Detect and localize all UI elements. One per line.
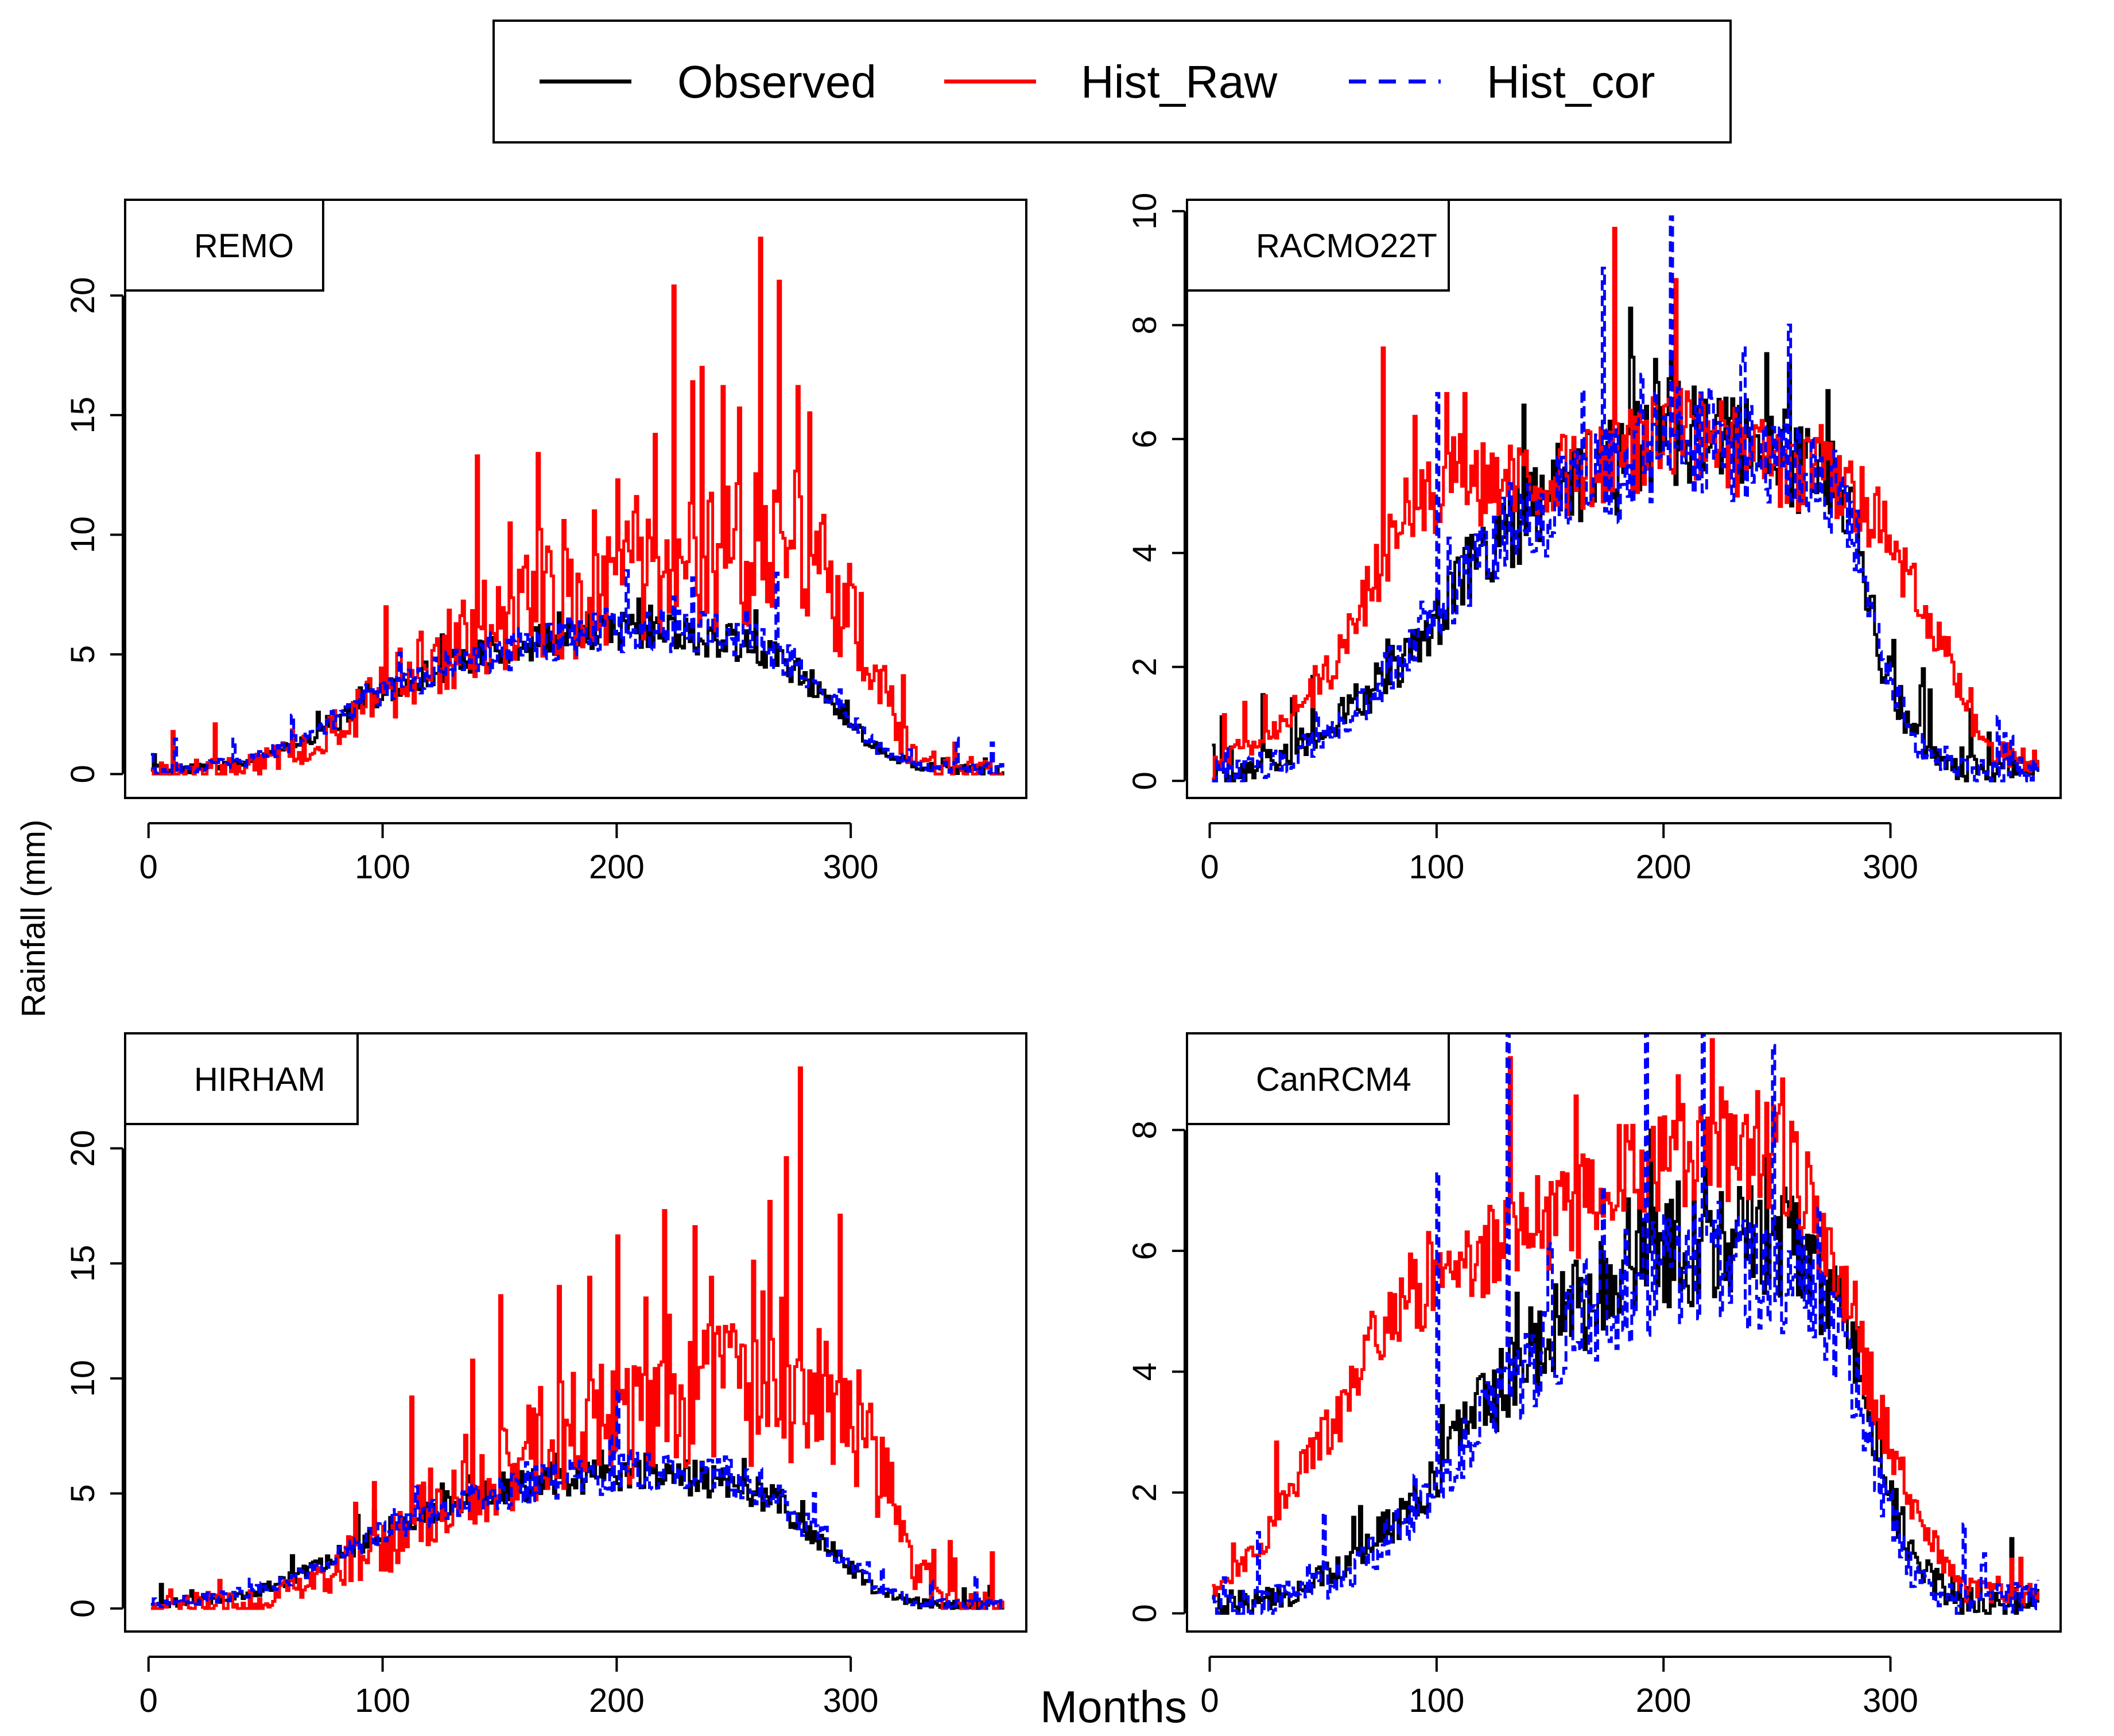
panel-title: HIRHAM <box>194 1061 325 1098</box>
x-tick-label: 100 <box>1409 1682 1464 1719</box>
x-tick-label: 0 <box>139 848 158 886</box>
x-tick-label: 0 <box>1200 848 1219 886</box>
x-tick-label: 200 <box>1636 848 1692 886</box>
y-tick-label: 0 <box>1126 772 1163 790</box>
y-tick-label: 4 <box>1126 544 1163 562</box>
series-line-hist-cor <box>150 1388 1004 1610</box>
y-tick-label: 10 <box>64 1360 102 1397</box>
x-axis-label: Months <box>1040 1681 1187 1732</box>
y-tick-label: 6 <box>1126 1242 1163 1260</box>
y-tick-label: 10 <box>64 516 102 553</box>
series-group <box>150 1066 1004 1610</box>
x-tick-label: 100 <box>355 1682 410 1719</box>
legend-label-hist-cor: Hist_cor <box>1487 56 1655 107</box>
series-line-hist-cor <box>1212 1033 2039 1615</box>
y-tick-label: 0 <box>64 765 102 783</box>
x-tick-label: 200 <box>1636 1682 1692 1719</box>
y-tick-label: 2 <box>1126 658 1163 676</box>
x-tick-label: 0 <box>1200 1682 1219 1719</box>
legend: Observed Hist_Raw Hist_cor <box>492 20 1732 144</box>
y-tick-label: 20 <box>64 277 102 314</box>
y-tick-label: 8 <box>1126 316 1163 334</box>
x-tick-label: 100 <box>1409 848 1464 886</box>
series-line-hist-raw <box>150 237 1003 776</box>
x-tick-label: 0 <box>139 1682 158 1719</box>
series-group <box>150 237 1004 776</box>
panel-canrcm4: CanRCM4 0 100 200 300 0 2 4 6 8 <box>1126 1032 2062 1719</box>
y-axis: 0 5 10 15 20 <box>64 1130 124 1618</box>
y-tick-label: 15 <box>64 397 102 434</box>
y-tick-label: 8 <box>1126 1121 1163 1139</box>
y-tick-label: 0 <box>1126 1604 1163 1622</box>
panel-racmo22t: RACMO22T 0 100 200 300 0 2 4 6 8 10 <box>1126 193 2062 886</box>
panel-title-box <box>1186 199 1450 292</box>
panel-title-box <box>124 199 324 292</box>
y-tick-label: 5 <box>64 645 102 664</box>
y-axis: 0 2 4 6 8 10 <box>1126 193 1186 790</box>
x-axis: 0 100 200 300 <box>1200 822 1918 886</box>
plot-frame <box>124 199 1027 799</box>
plot-frame <box>1186 1032 2062 1633</box>
series-line-hist-cor <box>1212 215 2039 782</box>
panel-title: RACMO22T <box>1256 227 1437 265</box>
panel-title: REMO <box>194 227 294 265</box>
series-line-hist-raw <box>1212 1038 2039 1607</box>
x-tick-label: 300 <box>823 1682 879 1719</box>
legend-label-hist-raw: Hist_Raw <box>1081 56 1278 107</box>
y-axis-label: Rainfall (mm) <box>15 820 52 1018</box>
y-tick-label: 4 <box>1126 1362 1163 1381</box>
panel-remo: REMO 0 100 200 300 0 5 10 15 20 <box>64 199 1027 886</box>
panel-title: CanRCM4 <box>1256 1061 1411 1098</box>
y-tick-label: 2 <box>1126 1483 1163 1502</box>
plot-frame <box>1186 199 2062 799</box>
x-tick-label: 200 <box>589 1682 645 1719</box>
y-tick-label: 5 <box>64 1484 102 1502</box>
x-tick-label: 300 <box>1863 848 1918 886</box>
y-tick-label: 6 <box>1126 430 1163 448</box>
x-tick-label: 300 <box>823 848 879 886</box>
panel-title-box <box>124 1032 359 1125</box>
legend-box <box>492 20 1732 144</box>
y-tick-label: 20 <box>64 1130 102 1167</box>
y-axis: 0 5 10 15 20 <box>64 277 124 783</box>
legend-label-observed: Observed <box>677 56 876 107</box>
x-axis: 0 100 200 300 <box>1200 1656 1918 1719</box>
series-group <box>1212 215 2039 782</box>
y-tick-label: 0 <box>64 1599 102 1618</box>
y-tick-label: 15 <box>64 1245 102 1282</box>
series-group <box>1212 1033 2039 1615</box>
panel-hirham: HIRHAM 0 100 200 300 0 5 10 15 20 <box>64 1032 1027 1719</box>
plot-frame <box>124 1032 1027 1633</box>
x-axis: 0 100 200 300 <box>139 822 879 886</box>
panel-title-box <box>1186 1032 1450 1125</box>
y-tick-label: 10 <box>1126 193 1163 230</box>
series-line-hist-cor <box>150 569 1004 776</box>
y-axis: 0 2 4 6 8 <box>1126 1121 1186 1623</box>
x-tick-label: 300 <box>1863 1682 1918 1719</box>
x-tick-label: 100 <box>355 848 410 886</box>
x-tick-label: 200 <box>589 848 645 886</box>
x-axis: 0 100 200 300 <box>139 1656 879 1719</box>
